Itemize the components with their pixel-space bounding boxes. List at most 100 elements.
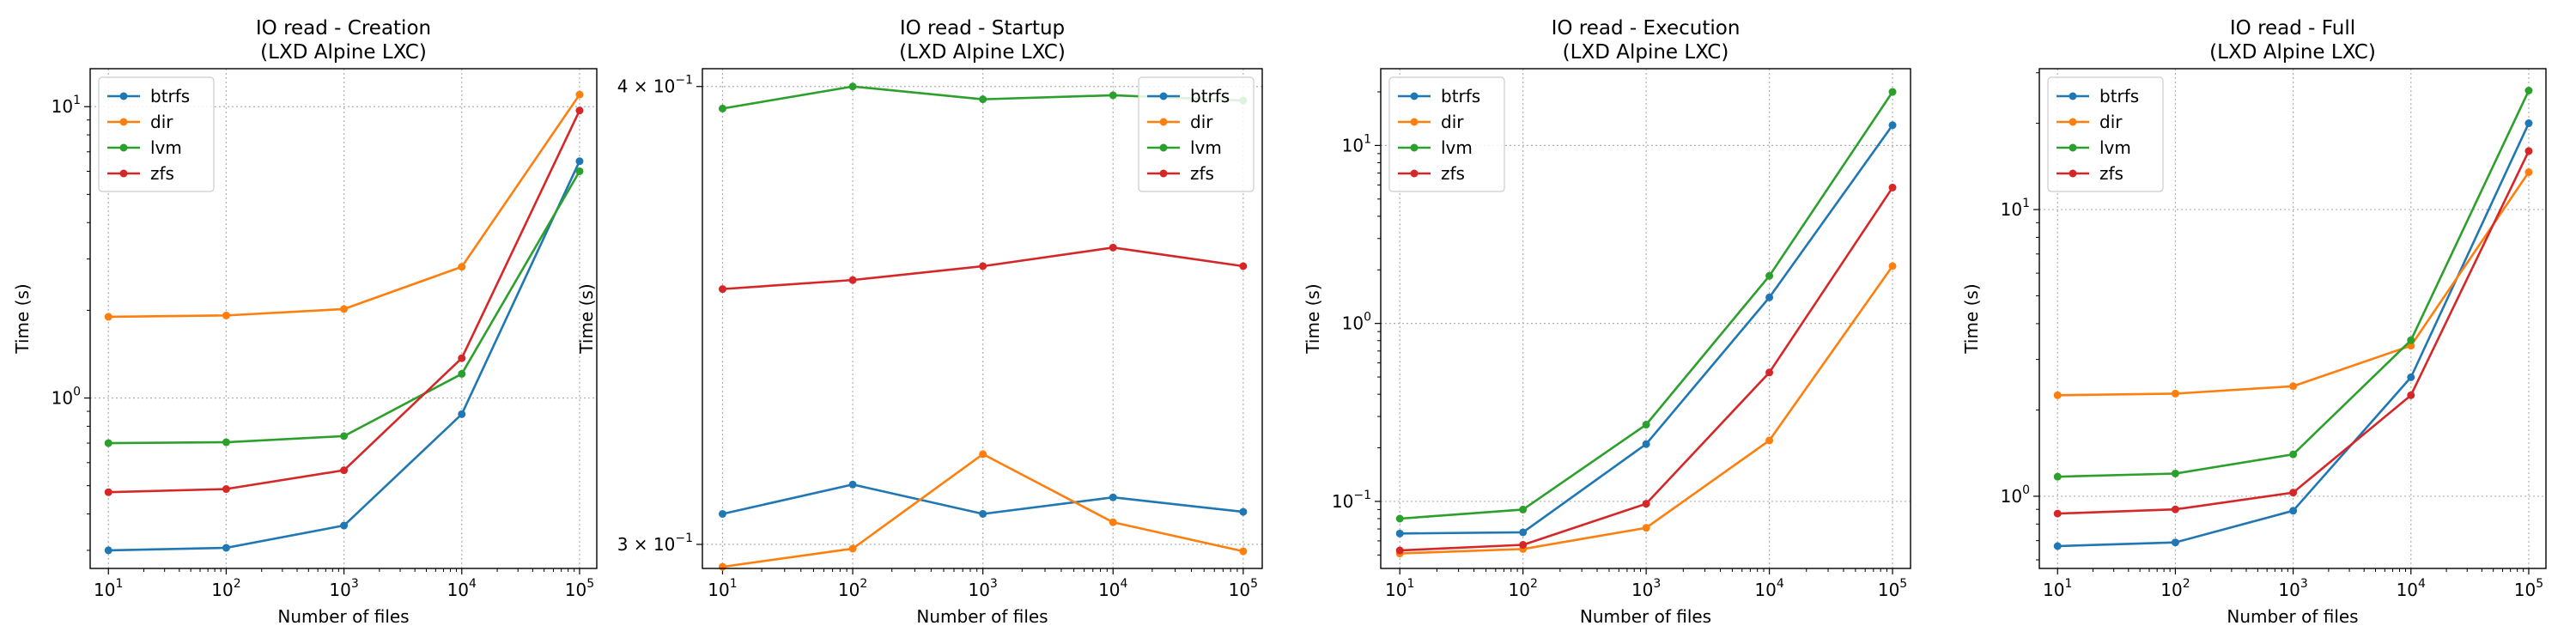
data-point-zfs (1765, 368, 1774, 377)
y-tick-label-base: 10 (1342, 135, 1364, 155)
x-tick-label-exp: 2 (2183, 577, 2190, 591)
y-tick-label-base: 10 (2001, 486, 2022, 507)
legend-box (1138, 76, 1255, 192)
legend-label-dir: dir (2099, 112, 2123, 132)
chart-title: IO read - Startup (900, 17, 1065, 39)
x-tick-label-base: 10 (447, 580, 469, 600)
data-point-btrfs (848, 480, 857, 489)
data-point-dir (1888, 262, 1897, 270)
data-point-btrfs (2407, 373, 2415, 381)
y-tick-label: 101 (1342, 132, 1371, 155)
chart-title: IO read - Execution (1552, 17, 1741, 39)
x-tick-label-exp: 5 (1899, 577, 1907, 591)
x-tick-label-exp: 1 (116, 577, 124, 591)
data-point-btrfs (2289, 507, 2298, 515)
x-tick-label-exp: 5 (2536, 577, 2543, 591)
legend: btrfs dir lvm zfs (2047, 76, 2164, 192)
legend-marker-dir (1410, 118, 1419, 126)
x-tick-label-exp: 3 (2300, 577, 2308, 591)
data-point-dir (2289, 382, 2298, 391)
y-tick-label-exp: 0 (1364, 311, 1371, 325)
x-tick-label-exp: 4 (2418, 577, 2426, 591)
x-tick-label-exp: 4 (469, 577, 477, 591)
legend-label-btrfs: btrfs (1441, 86, 1480, 106)
data-point-dir (848, 544, 857, 553)
data-point-zfs (1109, 243, 1117, 252)
data-point-lvm (340, 432, 349, 440)
data-point-btrfs (2524, 119, 2533, 128)
axes-frame (2038, 68, 2547, 569)
legend-label-lvm: lvm (1441, 137, 1473, 158)
legend-label-btrfs: btrfs (1190, 86, 1230, 106)
y-tick-label: 100 (2001, 483, 2030, 507)
legend-label-lvm: lvm (2099, 137, 2131, 158)
x-tick-label-exp: 2 (860, 577, 867, 591)
x-tick-label-exp: 4 (1777, 577, 1784, 591)
chart-title: IO read - Creation (256, 17, 431, 39)
x-tick-label-exp: 5 (1250, 577, 1258, 591)
legend: btrfs dir lvm zfs (98, 76, 215, 192)
x-tick-label-base: 10 (2160, 580, 2182, 600)
x-tick-label-base: 10 (2514, 580, 2536, 600)
data-point-dir (222, 311, 230, 319)
y-tick-label-exp: −1 (675, 74, 693, 88)
x-tick-label-exp: 3 (990, 577, 998, 591)
legend-marker-zfs (1410, 169, 1419, 178)
data-point-dir (2171, 389, 2179, 398)
x-tick-label: 105 (1878, 577, 1907, 600)
legend: btrfs dir lvm zfs (1388, 76, 1505, 192)
legend-label-zfs: zfs (2099, 163, 2123, 184)
data-point-lvm (979, 95, 987, 104)
data-point-dir (458, 263, 466, 271)
data-point-dir (575, 90, 584, 99)
legend-marker-lvm (2069, 143, 2077, 152)
x-tick-label-base: 10 (1878, 580, 1899, 600)
data-point-lvm (718, 104, 726, 112)
data-point-zfs (575, 106, 584, 115)
x-tick-label: 103 (2278, 577, 2307, 600)
y-tick-label-base: 4 × 10 (617, 76, 676, 97)
data-point-btrfs (104, 546, 112, 555)
legend-box (1388, 76, 1505, 192)
data-point-lvm (2053, 472, 2062, 481)
y-tick-label-exp: 0 (73, 386, 81, 399)
chart-subtitle: (LXD Alpine LXC) (260, 41, 427, 64)
y-tick-label-exp: −1 (1353, 489, 1371, 502)
data-point-btrfs (1519, 528, 1528, 537)
x-tick-label: 101 (94, 577, 123, 600)
x-tick-label-base: 10 (565, 580, 586, 600)
x-tick-label: 105 (565, 577, 594, 600)
data-point-dir (1765, 436, 1774, 445)
x-tick-label: 102 (211, 577, 240, 600)
x-tick-label: 102 (1508, 577, 1537, 600)
x-tick-label-base: 10 (1631, 580, 1653, 600)
data-point-btrfs (1109, 493, 1117, 501)
legend-label-dir: dir (1441, 112, 1464, 132)
data-point-zfs (1395, 546, 1404, 555)
data-point-zfs (1642, 500, 1650, 508)
legend-marker-lvm (1410, 143, 1419, 152)
chart-subtitle: (LXD Alpine LXC) (899, 41, 1066, 64)
y-tick-label-exp: −1 (675, 532, 693, 545)
data-point-lvm (222, 438, 230, 447)
x-tick-label-exp: 1 (2065, 577, 2073, 591)
y-tick-label-base: 10 (1332, 491, 1353, 512)
data-point-btrfs (575, 157, 584, 166)
y-tick-label-base: 3 × 10 (617, 534, 676, 555)
series-line-zfs (2057, 150, 2530, 515)
y-tick-label: 4 × 10−1 (617, 74, 693, 97)
x-tick-label-base: 10 (2278, 580, 2300, 600)
x-axis-label: Number of files (1580, 606, 1711, 627)
legend-marker-dir (2069, 118, 2077, 126)
data-point-lvm (2289, 450, 2298, 459)
y-tick-label: 3 × 10−1 (617, 532, 693, 555)
data-point-dir (1239, 547, 1248, 556)
data-point-lvm (848, 82, 857, 91)
x-tick-label: 105 (2514, 577, 2543, 600)
legend-marker-btrfs (119, 92, 128, 100)
x-tick-label-exp: 5 (586, 577, 594, 591)
data-point-zfs (1888, 183, 1897, 191)
